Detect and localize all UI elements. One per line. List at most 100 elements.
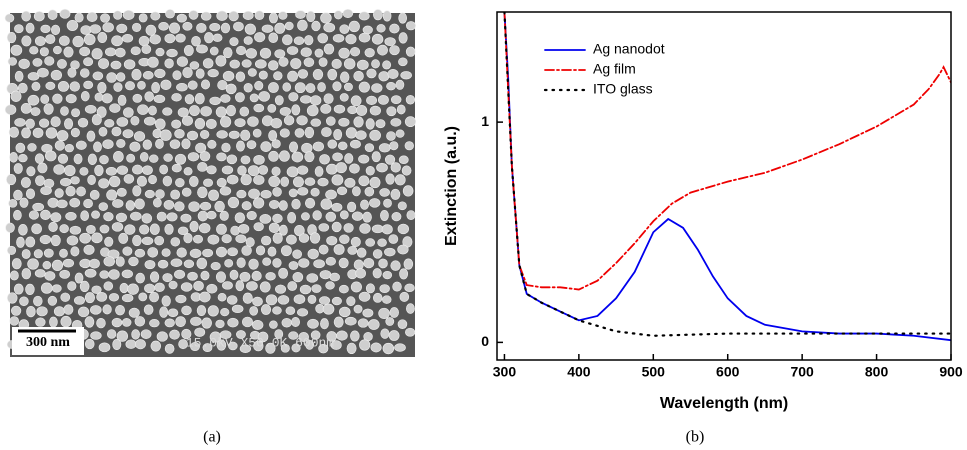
- nanodot: [205, 118, 217, 129]
- nanodot: [373, 9, 383, 21]
- nanodot: [385, 173, 395, 185]
- nanodot: [144, 91, 154, 102]
- nanodot: [21, 35, 32, 47]
- nanodot: [69, 81, 80, 92]
- nanodot: [43, 248, 54, 258]
- nanodot: [108, 269, 120, 280]
- nanodot: [400, 71, 412, 80]
- nanodot: [331, 202, 343, 212]
- nanodot: [84, 338, 95, 350]
- nanodot: [109, 103, 121, 113]
- nanodot: [79, 280, 90, 293]
- nanodot: [378, 258, 388, 269]
- nanodot: [126, 153, 136, 163]
- x-tick-label: 800: [865, 364, 889, 380]
- nanodot: [84, 316, 95, 328]
- nanodot: [72, 35, 84, 48]
- nanodot: [394, 174, 406, 186]
- nanodot: [58, 35, 70, 46]
- nanodot: [386, 82, 396, 91]
- nanodot: [249, 93, 259, 103]
- nanodot: [320, 198, 333, 210]
- nanodot: [207, 234, 220, 245]
- nanodot: [57, 80, 70, 92]
- nanodot: [25, 236, 36, 248]
- nanodot: [51, 284, 62, 293]
- nanodot: [83, 80, 94, 90]
- nanodot: [268, 175, 281, 187]
- nanodot: [278, 57, 289, 67]
- nanodot: [70, 176, 80, 185]
- nanodot: [10, 90, 22, 102]
- nanodot: [234, 92, 245, 103]
- caption: (a): [203, 429, 221, 446]
- nanodot: [53, 45, 62, 55]
- x-axis-label: Wavelength (nm): [660, 395, 788, 412]
- nanodot: [246, 281, 258, 291]
- nanodot: [389, 45, 400, 56]
- nanodot: [373, 292, 383, 303]
- nanodot: [331, 296, 342, 306]
- nanodot: [116, 187, 127, 197]
- nanodot: [395, 129, 405, 138]
- nanodot: [13, 163, 23, 174]
- nanodot: [358, 32, 371, 43]
- nanodot: [155, 118, 166, 130]
- nanodot: [297, 308, 309, 317]
- nanodot: [291, 316, 300, 327]
- nanodot: [323, 22, 336, 33]
- nanodot: [14, 118, 26, 127]
- nanodot: [176, 13, 187, 23]
- nanodot: [18, 224, 28, 236]
- nanodot: [155, 47, 165, 57]
- nanodot: [298, 258, 310, 268]
- nanodot: [141, 236, 154, 246]
- nanodot: [135, 339, 146, 350]
- nanodot: [59, 224, 69, 234]
- nanodot: [115, 256, 125, 267]
- nanodot: [159, 164, 169, 175]
- nanodot: [236, 330, 246, 339]
- nanodot: [207, 139, 217, 149]
- nanodot: [274, 95, 284, 106]
- nanodot: [365, 283, 375, 294]
- nanodot: [312, 141, 325, 152]
- nanodot: [406, 210, 416, 221]
- nanodot: [215, 55, 227, 67]
- nanodot: [170, 237, 181, 247]
- nanodot: [305, 339, 315, 350]
- nanodot: [318, 244, 329, 255]
- nanodot: [320, 318, 329, 330]
- nanodot: [386, 106, 397, 117]
- nanodot: [355, 130, 367, 140]
- nanodot: [207, 69, 219, 78]
- nanodot: [368, 319, 380, 330]
- nanodot: [371, 151, 381, 163]
- nanodot: [402, 185, 414, 197]
- nanodot: [265, 342, 276, 354]
- nanodot: [338, 47, 350, 59]
- nanodot: [149, 34, 161, 45]
- nanodot: [98, 342, 111, 353]
- nanodot: [359, 223, 371, 234]
- nanodot: [208, 189, 219, 201]
- nanodot: [96, 291, 108, 302]
- nanodot: [319, 270, 332, 280]
- nanodot: [342, 9, 354, 18]
- nanodot: [254, 10, 265, 20]
- nanodot: [89, 258, 100, 269]
- nanodot: [281, 317, 292, 328]
- nanodot: [344, 316, 357, 326]
- nanodot: [130, 115, 140, 126]
- nanodot: [387, 68, 399, 79]
- nanodot: [64, 118, 74, 130]
- nanodot: [325, 281, 335, 290]
- nanodot: [386, 131, 396, 141]
- nanodot: [8, 199, 18, 208]
- nanodot: [199, 151, 211, 162]
- nanodot: [286, 46, 299, 55]
- nanodot: [137, 80, 146, 90]
- nanodot: [63, 304, 74, 315]
- nanodot: [339, 24, 350, 34]
- nanodot: [356, 59, 369, 70]
